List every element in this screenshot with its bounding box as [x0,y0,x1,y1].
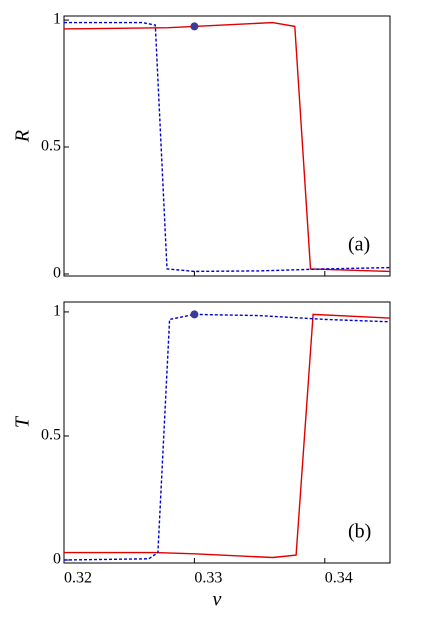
y-tick-label: 0 [53,551,61,568]
y-axis-label: R [12,130,34,143]
y-tick-label: 1 [53,303,61,320]
series-line [63,313,391,561]
panel-label: (b) [348,521,371,543]
marker-point [190,310,199,319]
y-tick-label: 0 [53,265,61,282]
x-tick-label: 0.34 [325,570,353,587]
panel-label: (a) [348,234,370,256]
plot-frame [63,15,391,277]
x-axis-label: v [213,589,222,611]
y-tick-label: 0.5 [41,427,61,444]
x-tick-label: 0.33 [194,570,222,587]
y-tick-label: 1 [53,11,61,28]
marker-point [190,22,199,31]
series-line [64,313,391,559]
x-tick-label: 0.32 [64,570,92,587]
y-axis-label: T [12,415,34,428]
y-tick-label: 0.5 [41,138,61,155]
plot-frame [63,301,391,564]
series-line [63,21,391,273]
series-line [64,21,391,273]
